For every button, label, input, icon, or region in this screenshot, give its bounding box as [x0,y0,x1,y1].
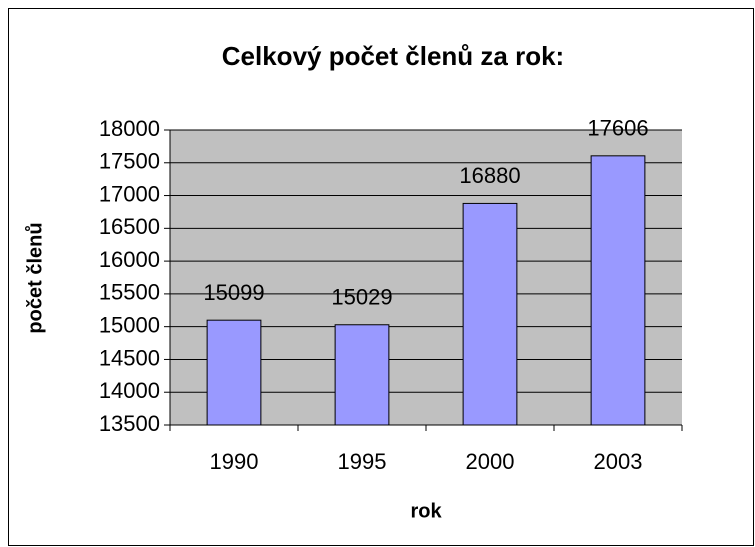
y-tick-label: 15500 [99,280,160,305]
x-tick-label: 1995 [338,449,387,474]
bar [206,319,262,426]
x-tick-label: 1990 [210,449,259,474]
x-tick-label: 2003 [594,449,643,474]
data-label: 15099 [203,280,264,305]
y-tick-label: 16500 [99,214,160,239]
chart-title: Celkový počet členů za rok: [222,41,564,71]
y-tick-label: 14500 [99,345,160,370]
data-label: 16880 [459,163,520,188]
x-tick-label: 2000 [466,449,515,474]
bar [590,155,646,426]
y-tick-label: 17500 [99,149,160,174]
data-label: 15029 [331,285,392,310]
y-tick-label: 15000 [99,312,160,337]
bar [334,324,390,426]
y-tick-label: 13500 [99,411,160,436]
y-axis-label: počet členů [24,222,46,333]
bar [462,202,518,426]
y-tick-label: 16000 [99,247,160,272]
y-tick-label: 18000 [99,116,160,141]
y-tick-label: 17000 [99,181,160,206]
data-label: 17606 [587,116,648,141]
y-tick-label: 14000 [99,378,160,403]
x-axis-label: rok [410,500,442,522]
